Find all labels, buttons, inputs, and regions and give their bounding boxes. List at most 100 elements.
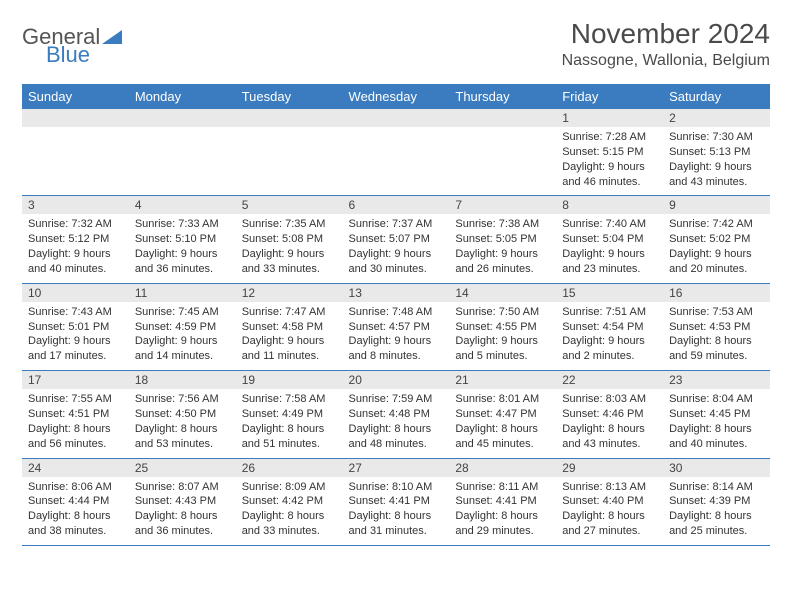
sunset-text: Sunset: 4:53 PM (669, 320, 764, 335)
sunset-text: Sunset: 5:15 PM (562, 145, 657, 160)
calendar-cell: 28Sunrise: 8:11 AMSunset: 4:41 PMDayligh… (449, 458, 556, 545)
day-number: 30 (663, 459, 770, 477)
sunrise-text: Sunrise: 8:03 AM (562, 392, 657, 407)
sunrise-text: Sunrise: 8:13 AM (562, 480, 657, 495)
calendar-cell (22, 109, 129, 196)
day-details: Sunrise: 7:51 AMSunset: 4:54 PMDaylight:… (556, 302, 663, 370)
sunrise-text: Sunrise: 8:11 AM (455, 480, 550, 495)
sunset-text: Sunset: 4:49 PM (242, 407, 337, 422)
sunrise-text: Sunrise: 8:07 AM (135, 480, 230, 495)
day-number: 9 (663, 196, 770, 214)
daylight-text: Daylight: 9 hours and 2 minutes. (562, 334, 657, 364)
calendar-table: Sunday Monday Tuesday Wednesday Thursday… (22, 84, 770, 546)
day-details: Sunrise: 7:38 AMSunset: 5:05 PMDaylight:… (449, 214, 556, 282)
sunrise-text: Sunrise: 7:59 AM (349, 392, 444, 407)
day-number: 26 (236, 459, 343, 477)
calendar-cell: 6Sunrise: 7:37 AMSunset: 5:07 PMDaylight… (343, 196, 450, 283)
sunset-text: Sunset: 4:47 PM (455, 407, 550, 422)
calendar-cell (236, 109, 343, 196)
sunrise-text: Sunrise: 7:33 AM (135, 217, 230, 232)
calendar-cell (129, 109, 236, 196)
calendar-cell: 20Sunrise: 7:59 AMSunset: 4:48 PMDayligh… (343, 371, 450, 458)
title-block: November 2024 Nassogne, Wallonia, Belgiu… (562, 18, 770, 70)
sunrise-text: Sunrise: 8:10 AM (349, 480, 444, 495)
day-number: 23 (663, 371, 770, 389)
day-details: Sunrise: 7:48 AMSunset: 4:57 PMDaylight:… (343, 302, 450, 370)
daylight-text: Daylight: 9 hours and 8 minutes. (349, 334, 444, 364)
day-number: 5 (236, 196, 343, 214)
day-number: 18 (129, 371, 236, 389)
sunset-text: Sunset: 4:55 PM (455, 320, 550, 335)
day-details: Sunrise: 7:58 AMSunset: 4:49 PMDaylight:… (236, 389, 343, 457)
sunset-text: Sunset: 4:50 PM (135, 407, 230, 422)
sunset-text: Sunset: 4:40 PM (562, 494, 657, 509)
daylight-text: Daylight: 8 hours and 56 minutes. (28, 422, 123, 452)
sunrise-text: Sunrise: 7:56 AM (135, 392, 230, 407)
sunset-text: Sunset: 4:45 PM (669, 407, 764, 422)
daylight-text: Daylight: 8 hours and 53 minutes. (135, 422, 230, 452)
daylight-text: Daylight: 9 hours and 46 minutes. (562, 160, 657, 190)
calendar-cell: 30Sunrise: 8:14 AMSunset: 4:39 PMDayligh… (663, 458, 770, 545)
calendar-cell: 8Sunrise: 7:40 AMSunset: 5:04 PMDaylight… (556, 196, 663, 283)
location-subtitle: Nassogne, Wallonia, Belgium (562, 52, 770, 70)
sunrise-text: Sunrise: 8:14 AM (669, 480, 764, 495)
sunrise-text: Sunrise: 7:55 AM (28, 392, 123, 407)
day-number: 13 (343, 284, 450, 302)
calendar-week-row: 10Sunrise: 7:43 AMSunset: 5:01 PMDayligh… (22, 283, 770, 370)
sunset-text: Sunset: 5:13 PM (669, 145, 764, 160)
day-number: 2 (663, 109, 770, 127)
sunrise-text: Sunrise: 7:37 AM (349, 217, 444, 232)
day-number: 1 (556, 109, 663, 127)
sunset-text: Sunset: 4:43 PM (135, 494, 230, 509)
sunset-text: Sunset: 5:10 PM (135, 232, 230, 247)
day-header: Saturday (663, 84, 770, 109)
sunrise-text: Sunrise: 7:35 AM (242, 217, 337, 232)
sunrise-text: Sunrise: 7:43 AM (28, 305, 123, 320)
day-details: Sunrise: 7:33 AMSunset: 5:10 PMDaylight:… (129, 214, 236, 282)
sunrise-text: Sunrise: 7:32 AM (28, 217, 123, 232)
sunrise-text: Sunrise: 8:04 AM (669, 392, 764, 407)
day-header: Tuesday (236, 84, 343, 109)
sunset-text: Sunset: 4:54 PM (562, 320, 657, 335)
daylight-text: Daylight: 9 hours and 30 minutes. (349, 247, 444, 277)
calendar-cell: 25Sunrise: 8:07 AMSunset: 4:43 PMDayligh… (129, 458, 236, 545)
daylight-text: Daylight: 8 hours and 51 minutes. (242, 422, 337, 452)
day-details: Sunrise: 8:04 AMSunset: 4:45 PMDaylight:… (663, 389, 770, 457)
calendar-cell: 19Sunrise: 7:58 AMSunset: 4:49 PMDayligh… (236, 371, 343, 458)
sunset-text: Sunset: 4:46 PM (562, 407, 657, 422)
day-details: Sunrise: 8:06 AMSunset: 4:44 PMDaylight:… (22, 477, 129, 545)
calendar-cell: 4Sunrise: 7:33 AMSunset: 5:10 PMDaylight… (129, 196, 236, 283)
daylight-text: Daylight: 9 hours and 43 minutes. (669, 160, 764, 190)
daylight-text: Daylight: 9 hours and 36 minutes. (135, 247, 230, 277)
daylight-text: Daylight: 8 hours and 31 minutes. (349, 509, 444, 539)
day-number: 21 (449, 371, 556, 389)
day-details: Sunrise: 7:43 AMSunset: 5:01 PMDaylight:… (22, 302, 129, 370)
daylight-text: Daylight: 8 hours and 43 minutes. (562, 422, 657, 452)
sunset-text: Sunset: 4:59 PM (135, 320, 230, 335)
day-number: 7 (449, 196, 556, 214)
daylight-text: Daylight: 9 hours and 23 minutes. (562, 247, 657, 277)
day-details: Sunrise: 8:13 AMSunset: 4:40 PMDaylight:… (556, 477, 663, 545)
calendar-cell: 5Sunrise: 7:35 AMSunset: 5:08 PMDaylight… (236, 196, 343, 283)
day-details: Sunrise: 7:40 AMSunset: 5:04 PMDaylight:… (556, 214, 663, 282)
day-number: 3 (22, 196, 129, 214)
daylight-text: Daylight: 8 hours and 33 minutes. (242, 509, 337, 539)
day-details: Sunrise: 7:30 AMSunset: 5:13 PMDaylight:… (663, 127, 770, 195)
sunrise-text: Sunrise: 8:01 AM (455, 392, 550, 407)
day-details (343, 127, 450, 187)
calendar-cell: 27Sunrise: 8:10 AMSunset: 4:41 PMDayligh… (343, 458, 450, 545)
sunset-text: Sunset: 4:57 PM (349, 320, 444, 335)
day-details: Sunrise: 7:53 AMSunset: 4:53 PMDaylight:… (663, 302, 770, 370)
sunset-text: Sunset: 4:48 PM (349, 407, 444, 422)
calendar-cell: 22Sunrise: 8:03 AMSunset: 4:46 PMDayligh… (556, 371, 663, 458)
day-number (22, 109, 129, 127)
calendar-cell: 18 Sunrise: 7:56 AMSunset: 4:50 PMDayligh… (129, 371, 236, 458)
calendar-cell (449, 109, 556, 196)
sunset-text: Sunset: 4:39 PM (669, 494, 764, 509)
sunset-text: Sunset: 5:01 PM (28, 320, 123, 335)
day-header-row: Sunday Monday Tuesday Wednesday Thursday… (22, 84, 770, 109)
sunset-text: Sunset: 4:41 PM (455, 494, 550, 509)
day-details: Sunrise: 8:07 AMSunset: 4:43 PMDaylight:… (129, 477, 236, 545)
calendar-cell: 26Sunrise: 8:09 AMSunset: 4:42 PMDayligh… (236, 458, 343, 545)
daylight-text: Daylight: 9 hours and 5 minutes. (455, 334, 550, 364)
